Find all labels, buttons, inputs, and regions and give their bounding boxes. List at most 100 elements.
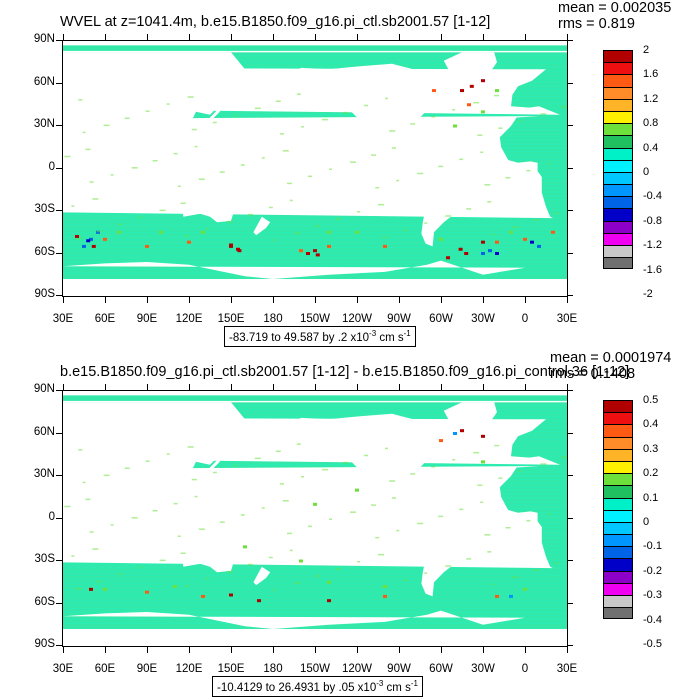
velocity-speckle [92,548,99,550]
x-tick [357,297,358,303]
x-tick [441,34,442,40]
velocity-speckle [329,168,332,170]
longitude-label: 120E [175,663,203,675]
latitude-label: 90N [33,33,55,45]
velocity-speckle [86,239,91,243]
colorbar-swatch [603,135,633,148]
longitude-label: 150W [299,663,331,675]
velocity-speckle [459,158,464,161]
velocity-speckle [315,225,320,227]
velocity-speckle [229,593,233,597]
y-tick [567,432,573,434]
velocity-speckle [382,236,388,238]
colorbar-swatch [603,546,633,559]
velocity-speckle [519,120,523,122]
colorbar-label: -0.4 [643,190,662,203]
velocity-speckle [460,89,464,93]
velocity-speckle [417,172,424,175]
ocean-texture [63,220,567,223]
velocity-speckle [173,585,177,588]
panel-title: WVEL at z=1041.4m, b.e15.B1850.f09_g16.p… [60,14,491,30]
longitude-label: 120W [341,313,373,325]
velocity-speckle [385,97,388,100]
colorbar-swatch [603,558,633,571]
x-tick [105,647,106,653]
velocity-speckle [201,594,205,598]
ocean-texture [63,611,567,613]
velocity-speckle [103,587,107,591]
velocity-speckle [280,133,284,135]
velocity-speckle [159,230,163,234]
longitude-label: 90E [136,663,158,675]
velocity-speckle [322,468,328,471]
velocity-speckle [313,249,317,253]
ocean-texture [63,261,567,263]
velocity-speckle [254,107,261,110]
velocity-speckle [299,249,303,253]
x-tick [525,384,526,390]
colorbar-swatch [603,159,633,172]
velocity-speckle [82,481,86,484]
velocity-speckle [273,589,276,591]
mean-value: mean = 0.0001974 [550,350,672,366]
velocity-speckle [173,152,178,155]
longitude-label: 180 [263,663,283,675]
velocity-speckle [495,594,499,598]
x-tick [483,647,484,653]
y-tick [567,560,573,561]
colorbar-label: 0.4 [643,418,659,431]
velocity-speckle [561,456,567,458]
top-map-panel: WVEL at z=1041.4m, b.e15.B1850.f09_g16.p… [33,0,671,347]
x-tick [147,34,148,40]
x-tick [189,384,190,390]
velocity-speckle [350,511,356,513]
velocity-speckle [495,240,499,244]
velocity-speckle [484,534,491,536]
velocity-speckle [431,116,436,118]
land-mass [203,454,220,475]
land-mass [82,186,91,204]
longitude-label: 30E [52,663,74,675]
y-tick [567,210,573,211]
velocity-speckle [396,529,400,532]
velocity-speckle [460,429,464,433]
velocity-speckle [91,244,96,248]
y-tick [56,475,62,476]
velocity-speckle [75,587,82,590]
velocity-speckle [71,555,75,557]
colorbar-swatch [603,473,633,486]
antarctica [63,280,567,296]
ocean-texture [63,600,567,602]
north-polar-cap [63,41,567,46]
ocean-texture [63,58,567,61]
velocity-speckle [432,89,436,93]
velocity-speckle [180,202,186,204]
velocity-speckle [452,109,456,111]
velocity-speckle [469,84,474,88]
velocity-speckle [78,449,83,451]
x-tick [105,34,106,40]
ocean-texture [63,615,567,617]
velocity-speckle [247,563,253,566]
x-tick [189,297,190,303]
y-tick [56,560,62,561]
velocity-speckle [375,536,380,539]
velocity-speckle [103,474,110,477]
velocity-speckle [89,181,94,183]
x-tick [567,297,568,303]
velocity-speckle [378,553,384,556]
colorbar-swatch [603,436,633,449]
velocity-speckle [431,466,436,468]
latitude-label: 30N [33,468,55,480]
velocity-speckle [289,549,293,552]
ocean-texture [63,604,567,606]
velocity-speckle [466,558,472,560]
x-tick [357,647,358,653]
x-tick [483,297,484,303]
antarctica [63,630,567,646]
velocity-speckle [551,230,555,234]
velocity-speckle [526,169,531,172]
ocean-texture [63,567,567,569]
velocity-speckle [396,179,400,182]
velocity-speckle [410,473,416,475]
